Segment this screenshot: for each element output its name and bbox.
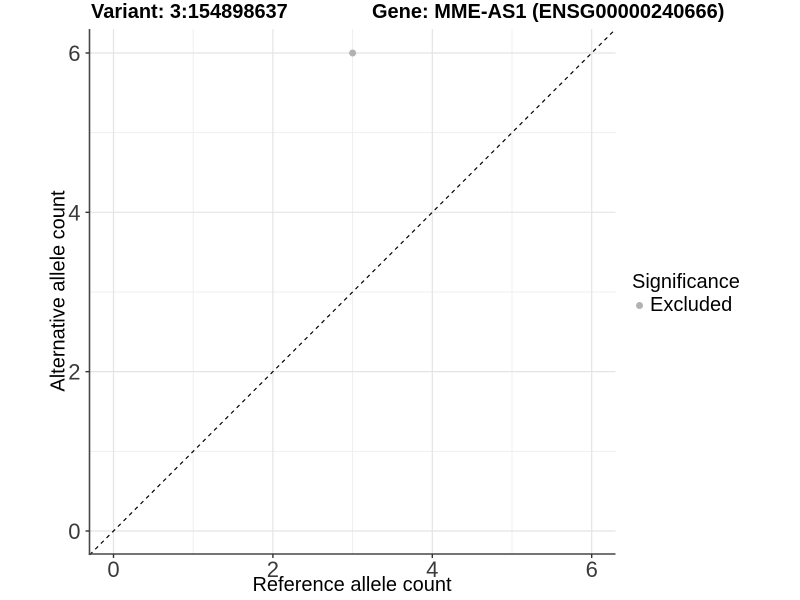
x-axis-title: Reference allele count xyxy=(252,574,452,596)
x-tick-label: 2 xyxy=(267,557,279,582)
y-tick-label: 4 xyxy=(68,200,80,225)
identity-line xyxy=(89,28,617,556)
legend-item-label: Excluded xyxy=(650,294,733,316)
legend-point-icon xyxy=(636,302,643,309)
y-tick-label: 0 xyxy=(68,519,80,544)
x-tick-label: 4 xyxy=(426,557,438,582)
x-tick-label: 0 xyxy=(107,557,119,582)
plot-title-gene: Gene: MME-AS1 (ENSG00000240666) xyxy=(372,1,725,23)
x-tick-label: 6 xyxy=(586,557,598,582)
legend-item: Excluded xyxy=(632,294,740,317)
y-tick-label: 2 xyxy=(68,360,80,385)
legend: Significance Excluded xyxy=(632,271,740,317)
legend-title: Significance xyxy=(632,271,740,293)
plot-title-variant: Variant: 3:154898637 xyxy=(91,1,288,23)
data-point xyxy=(349,49,357,57)
y-tick-label: 6 xyxy=(68,41,80,66)
y-axis-title: Alternative allele count xyxy=(47,190,70,392)
